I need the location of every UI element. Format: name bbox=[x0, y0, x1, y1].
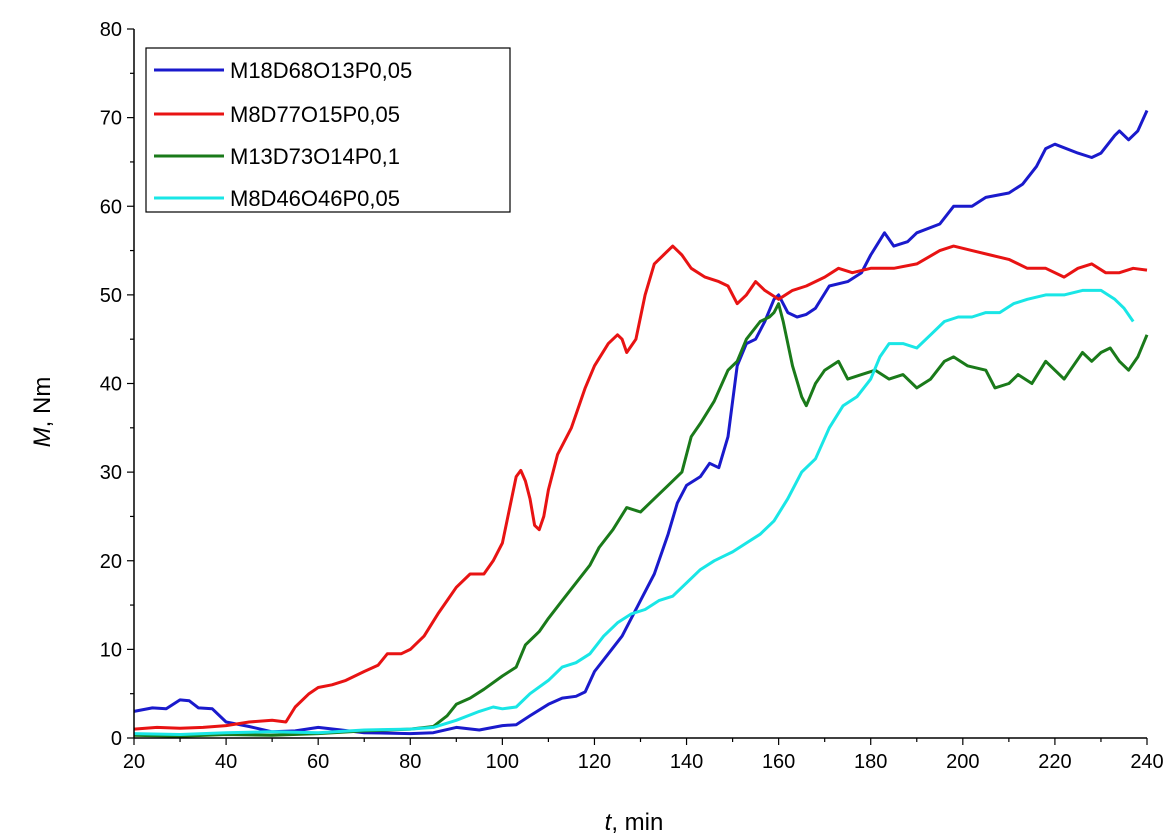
x-tick-label: 140 bbox=[670, 751, 703, 773]
x-tick-label: 40 bbox=[215, 751, 237, 773]
y-tick-label: 60 bbox=[100, 196, 122, 218]
x-tick-label: 180 bbox=[854, 751, 887, 773]
y-tick-label: 50 bbox=[100, 285, 122, 307]
y-tick-label: 40 bbox=[100, 374, 122, 396]
legend-label: M13D73O14P0,1 bbox=[230, 144, 400, 169]
y-tick-label: 0 bbox=[111, 728, 122, 750]
y-tick-label: 80 bbox=[100, 19, 122, 41]
y-axis-title: M, Nm bbox=[29, 377, 56, 448]
legend-label: M8D77O15P0,05 bbox=[230, 102, 400, 127]
x-tick-label: 80 bbox=[399, 751, 421, 773]
y-tick-label: 70 bbox=[100, 108, 122, 130]
x-tick-label: 100 bbox=[486, 751, 519, 773]
x-tick-label: 200 bbox=[946, 751, 979, 773]
series-line-4 bbox=[133, 288, 1135, 736]
x-tick-label: 60 bbox=[307, 751, 329, 773]
legend-box bbox=[145, 47, 511, 213]
y-tick-label: 10 bbox=[100, 639, 122, 661]
y-tick-label: 30 bbox=[100, 462, 122, 484]
legend-entry: M13D73O14P0,1 bbox=[154, 144, 400, 169]
x-tick-label: 120 bbox=[578, 751, 611, 773]
legend-label: M18D68O13P0,05 bbox=[230, 58, 412, 83]
legend-entry: M18D68O13P0,05 bbox=[154, 58, 412, 83]
series-line-3 bbox=[133, 302, 1149, 738]
x-tick-label: 160 bbox=[762, 751, 795, 773]
x-tick-label: 20 bbox=[123, 751, 145, 773]
x-axis-title: t, min bbox=[605, 809, 664, 836]
ticks-layer: 20 40 60 80 100 120 140 160 180 200 220 240 0 10 20 30 4… bbox=[100, 19, 1164, 773]
legend-entry: M8D46O46P0,05 bbox=[154, 186, 400, 211]
y-tick-label: 20 bbox=[100, 551, 122, 573]
legend-label: M8D46O46P0,05 bbox=[230, 186, 400, 211]
series-line-1 bbox=[133, 109, 1149, 736]
x-tick-label: 220 bbox=[1038, 751, 1071, 773]
legend: M18D68O13P0,05 M8D77O15P0,05 M13D73O14P0… bbox=[145, 47, 511, 213]
legend-entry: M8D77O15P0,05 bbox=[154, 102, 400, 127]
series-layer bbox=[133, 109, 1149, 738]
x-tick-label: 240 bbox=[1130, 751, 1163, 773]
series-line-2 bbox=[133, 244, 1148, 731]
